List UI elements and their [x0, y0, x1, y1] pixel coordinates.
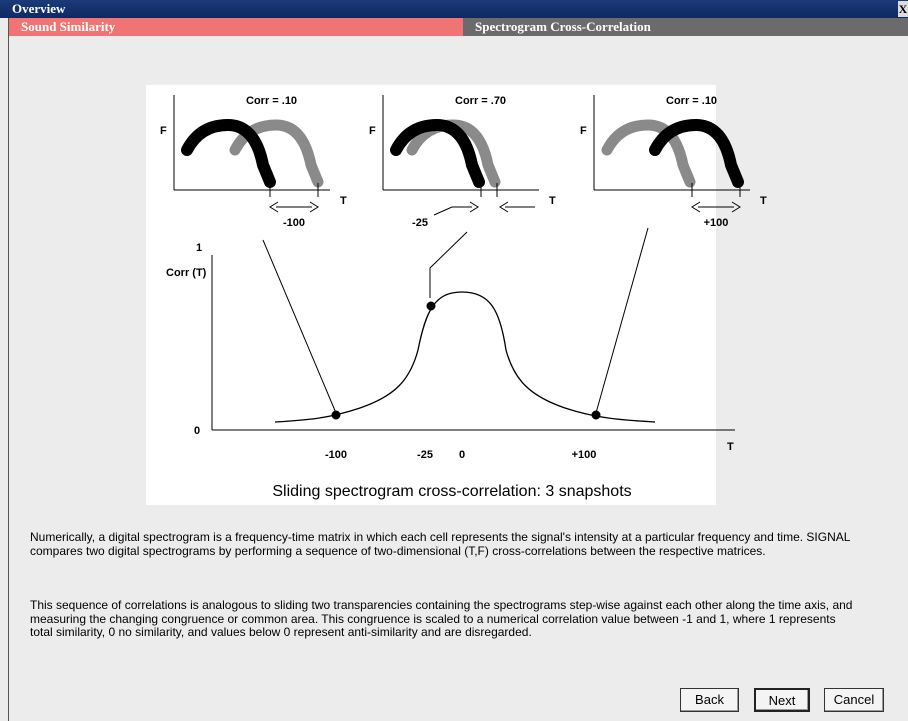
- tab[interactable]: Sound Similarity: [9, 18, 463, 36]
- axis-t-label: T: [760, 195, 767, 207]
- black-spectrogram: [181, 118, 276, 188]
- axis-f-label: F: [580, 125, 587, 137]
- shift-label: -25: [412, 217, 428, 229]
- y-axis-label: Corr (T): [166, 267, 207, 279]
- x-label: -100: [325, 449, 347, 461]
- caption: Sliding spectrogram cross-correlation: 3…: [272, 483, 631, 500]
- paragraph: This sequence of correlations is analogo…: [30, 598, 853, 639]
- corr-label: Corr = .10: [666, 95, 717, 107]
- x-label: 0: [459, 449, 465, 461]
- corr-label: Corr = .10: [246, 95, 297, 107]
- left-border: [0, 18, 9, 721]
- arrow-head: [269, 201, 279, 213]
- window-title: Overview: [12, 1, 66, 16]
- panels: F T Corr = .10 -100 F T Corr = .70 -25 F T Corr = …: [160, 95, 767, 229]
- y-min-label: 0: [194, 425, 200, 437]
- arrow-head: [691, 201, 701, 213]
- gray-spectrogram: [601, 119, 696, 188]
- back-button[interactable]: Back: [680, 688, 739, 712]
- arrow-head: [469, 201, 479, 213]
- y-max-label: 1: [196, 242, 202, 254]
- next-button[interactable]: Next: [754, 688, 810, 712]
- axis-f-label: F: [369, 125, 376, 137]
- shift-arrow: [433, 206, 472, 216]
- axis-f-label: F: [160, 125, 167, 137]
- paragraph: Numerically, a digital spectrogram is a …: [30, 530, 850, 558]
- black-spectrogram: [649, 118, 744, 188]
- x-label: -25: [417, 449, 433, 461]
- cancel-button[interactable]: Cancel: [824, 688, 884, 712]
- tab[interactable]: Spectrogram Cross-Correlation: [463, 18, 908, 36]
- black-spectrogram: [390, 118, 485, 188]
- axis-t-label: T: [340, 195, 347, 207]
- x-label: +100: [572, 449, 597, 461]
- figure-background: [146, 85, 716, 505]
- axis-t-label: T: [549, 195, 556, 207]
- title-bar: Overview X: [0, 0, 908, 18]
- arrow-head: [499, 201, 509, 213]
- x-axis-label: T: [727, 441, 734, 453]
- arrow-head: [731, 201, 741, 213]
- shift-label: -100: [283, 217, 305, 229]
- shift-label: +100: [704, 217, 729, 229]
- corr-label: Corr = .70: [455, 95, 506, 107]
- close-button[interactable]: X: [898, 1, 908, 17]
- arrow-head: [309, 201, 319, 213]
- graph: [211, 227, 735, 431]
